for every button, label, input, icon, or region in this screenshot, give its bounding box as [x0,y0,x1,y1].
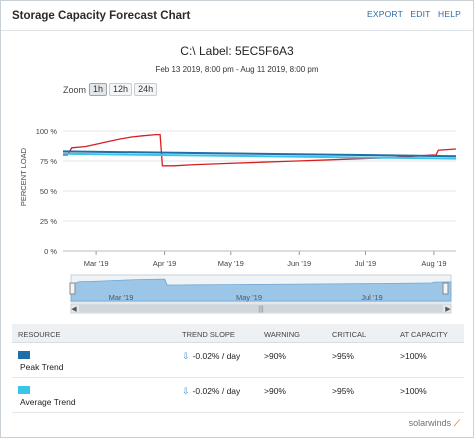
navigator-label-mar: Mar '19 [109,293,134,302]
peak-trend-swatch [18,351,30,359]
navigator-label-jul: Jul '19 [361,293,382,302]
y-tick-label: 25 % [40,217,57,226]
zoom-24h-button[interactable]: 24h [134,83,158,96]
trend-table: RESOURCE TREND SLOPE WARNING CRITICAL AT… [12,324,464,413]
zoom-label: Zoom [63,84,87,95]
scrollbar-grip-icon: ||| [258,306,264,313]
scroll-left-arrow[interactable]: ◀ [71,306,77,313]
zoom-12h-button[interactable]: 12h [109,83,133,96]
export-link[interactable]: EXPORT [367,9,403,19]
capacity-value: >100% [400,386,427,396]
x-tick-label: Apr '19 [153,259,177,268]
chart-grid [63,130,456,252]
average-trend-swatch [18,386,30,394]
solarwinds-logo: solarwinds ⟋ [409,418,460,429]
x-axis-ticks: Mar '19 Apr '19 May '19 Jun '19 Jul '19 Aug '… [63,250,456,268]
col-trend-slope: TREND SLOPE [182,330,235,339]
chart-title: C:\ Label: 5EC5F6A3 [180,44,294,58]
navigator-handle-left[interactable] [69,282,76,295]
y-tick-label: 100 % [36,127,58,136]
trend-table-header: RESOURCE TREND SLOPE WARNING CRITICAL AT… [12,324,464,343]
header-links: EXPORT EDIT HELP [362,9,461,19]
chart-date-range: Feb 13 2019, 8:00 pm - Aug 11 2019, 8:00… [155,65,319,74]
resource-name: Average Trend [20,397,76,407]
table-row: Average Trend ⇩ -0.02% / day >90% >95% >1… [12,378,464,413]
col-critical: CRITICAL [332,330,367,339]
y-tick-label: 0 % [44,247,57,256]
trend-slope-cell: ⇩ -0.02% / day [182,351,240,362]
forecast-chart: 0 % 25 % 50 % 75 % 100 % Mar '19 Apr '19 May '… [19,127,457,314]
navigator-handle-right[interactable] [442,282,449,295]
warning-value: >90% [264,386,286,396]
warning-value: >90% [264,351,286,361]
x-tick-label: Mar '19 [84,259,109,268]
x-tick-label: Aug '19 [421,259,446,268]
x-tick-label: Jul '19 [355,259,376,268]
y-tick-label: 50 % [40,187,57,196]
y-tick-label: 75 % [40,157,57,166]
help-link[interactable]: HELP [437,9,461,19]
col-warning: WARNING [264,330,300,339]
col-resource: RESOURCE [18,330,61,339]
scroll-right-arrow[interactable]: ▶ [445,306,451,313]
y-axis-ticks: 0 % 25 % 50 % 75 % 100 % [36,127,58,256]
trend-slope-value: -0.02% / day [192,386,241,396]
col-at-capacity: AT CAPACITY [400,330,448,339]
zoom-controls: Zoom 1h 12h 24h [63,83,159,96]
capacity-value: >100% [400,351,427,361]
logo-mark-icon: ⟋ [451,418,460,428]
navigator-area [70,278,452,302]
critical-value: >95% [332,351,354,361]
navigator-scrollbar-thumb[interactable] [79,305,443,312]
arrow-down-icon: ⇩ [182,351,190,361]
arrow-down-icon: ⇩ [182,386,190,396]
x-tick-label: May '19 [218,259,244,268]
navigator-label-may: May '19 [236,293,262,302]
trend-slope-value: -0.02% / day [192,351,241,361]
critical-value: >95% [332,386,354,396]
resource-name: Peak Trend [20,362,64,372]
panel-header: Storage Capacity Forecast Chart EXPORT E… [1,1,473,31]
y-axis-label: PERCENT LOAD [19,147,28,206]
panel-title: Storage Capacity Forecast Chart [12,10,191,22]
x-tick-label: Jun '19 [287,259,311,268]
logo-text: solarwinds [408,418,452,428]
range-navigator[interactable]: Mar '19 May '19 Jul '19 ◀ ▶ ||| [69,274,452,314]
peak-trend-line [62,150,457,158]
edit-link[interactable]: EDIT [410,9,431,19]
average-trend-line [62,152,457,160]
table-row: Peak Trend ⇩ -0.02% / day >90% >95% >100% [12,343,464,378]
chart-series [62,133,457,167]
trend-slope-cell: ⇩ -0.02% / day [182,386,240,397]
zoom-1h-button[interactable]: 1h [89,83,108,96]
